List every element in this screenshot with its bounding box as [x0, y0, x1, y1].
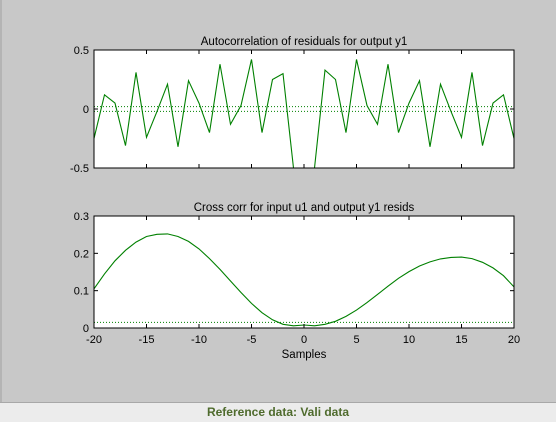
autocorr-ytick-label: 0.5 — [74, 45, 89, 57]
autocorr-series-line-0-1 — [313, 59, 514, 168]
crosscorr-xtick-label: 20 — [508, 334, 520, 346]
crosscorr-title: Cross corr for input u1 and output y1 re… — [194, 202, 415, 214]
crosscorr-xtick-label: 15 — [455, 334, 467, 346]
crosscorr-ytick-label: 0.2 — [74, 248, 89, 260]
crosscorr-xtick-label: -20 — [86, 334, 102, 346]
window-edge — [0, 0, 2, 402]
crosscorr-xtick-label: 0 — [301, 334, 307, 346]
footer-bar — [0, 402, 556, 422]
crosscorr-xtick-label: -5 — [247, 334, 257, 346]
autocorr-title: Autocorrelation of residuals for output … — [201, 36, 407, 48]
crosscorr-xlabel: Samples — [282, 349, 327, 361]
autocorr-ytick-label: -0.5 — [70, 163, 89, 175]
crosscorr-xtick-label: -15 — [139, 334, 155, 346]
crosscorr-ytick-label: 0 — [83, 323, 89, 335]
reference-data-label: Reference data: Vali data — [206, 405, 350, 419]
autocorr-series-line-0-0 — [94, 59, 295, 168]
autocorr-ytick-label: 0 — [83, 104, 89, 116]
crosscorr-xtick-label: -10 — [191, 334, 207, 346]
crosscorr-xtick-label: 5 — [353, 334, 359, 346]
crosscorr-ytick-label: 0.1 — [74, 286, 89, 298]
crosscorr-ytick-label: 0.3 — [74, 211, 89, 223]
crosscorr-axes-background — [94, 216, 514, 328]
crosscorr-xtick-label: 10 — [403, 334, 415, 346]
autocorr-axes-background — [94, 50, 514, 168]
